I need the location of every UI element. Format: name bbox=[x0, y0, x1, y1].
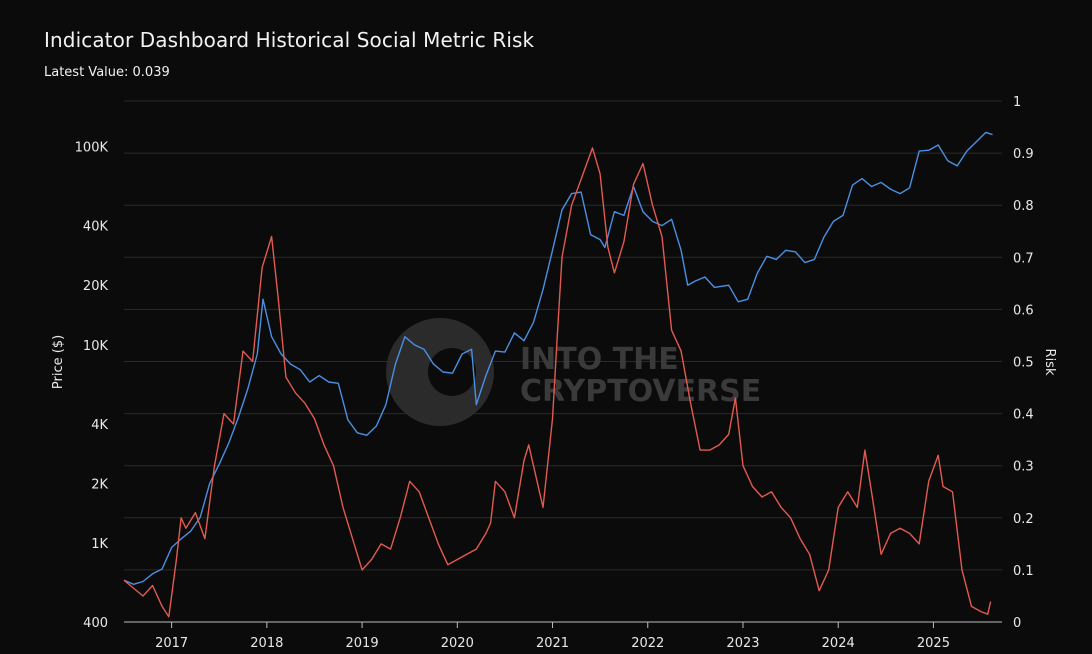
y-right-axis-title: Risk bbox=[1042, 349, 1057, 376]
left-axis-ticks: 400 1K 2K 4K 10K 20K 40K 100K bbox=[75, 141, 109, 631]
latest-value-label: Latest Value bbox=[44, 65, 125, 80]
y-right-tick-label: 0.9 bbox=[1013, 147, 1034, 162]
y-right-tick-label: 0.1 bbox=[1013, 564, 1034, 579]
chart-title: Indicator Dashboard Historical Social Me… bbox=[44, 28, 535, 52]
y-left-tick-label: 100K bbox=[75, 141, 109, 156]
series-group bbox=[123, 131, 993, 618]
y-right-tick-label: 0.8 bbox=[1013, 199, 1034, 214]
price-series-line bbox=[123, 131, 993, 585]
x-tick-label: 2025 bbox=[917, 636, 950, 651]
y-right-tick-label: 0.7 bbox=[1013, 251, 1034, 266]
risk-series-line bbox=[123, 147, 992, 618]
x-tick-label: 2017 bbox=[155, 636, 188, 651]
right-axis-ticks: 0 0.1 0.2 0.3 0.4 0.5 0.6 0.7 0.8 0.9 1 bbox=[1013, 95, 1034, 631]
grid-lines bbox=[124, 100, 1002, 571]
y-left-tick-label: 400 bbox=[83, 616, 108, 631]
x-tick-label: 2018 bbox=[250, 636, 283, 651]
latest-value-text: Latest Value: 0.039 bbox=[44, 65, 170, 80]
x-tick-label: 2020 bbox=[441, 636, 474, 651]
y-right-tick-label: 0.2 bbox=[1013, 512, 1034, 527]
y-left-axis-title: Price ($) bbox=[51, 335, 66, 389]
y-left-tick-label: 1K bbox=[91, 537, 108, 552]
watermark: INTO THE CRYPTOVERSE bbox=[386, 318, 761, 426]
y-right-tick-label: 0.5 bbox=[1013, 356, 1034, 371]
watermark-line2: CRYPTOVERSE bbox=[520, 374, 761, 409]
latest-value-number: 0.039 bbox=[132, 65, 170, 80]
y-right-tick-label: 0.4 bbox=[1013, 408, 1034, 423]
watermark-line1: INTO THE bbox=[520, 342, 679, 377]
x-tick-label: 2024 bbox=[822, 636, 855, 651]
x-axis-ticks: 2017 2018 2019 2020 2021 2022 2023 2024 2025 bbox=[155, 622, 950, 651]
x-tick-label: 2019 bbox=[346, 636, 379, 651]
watermark-logo-hole bbox=[428, 348, 476, 396]
x-tick-label: 2022 bbox=[631, 636, 664, 651]
x-tick-label: 2021 bbox=[536, 636, 569, 651]
y-right-tick-label: 0 bbox=[1013, 616, 1021, 631]
x-tick-label: 2023 bbox=[726, 636, 759, 651]
y-right-tick-label: 1 bbox=[1013, 95, 1021, 110]
y-right-tick-label: 0.6 bbox=[1013, 303, 1034, 318]
y-right-tick-label: 0.3 bbox=[1013, 460, 1034, 475]
y-left-tick-label: 20K bbox=[83, 279, 109, 294]
y-left-tick-label: 40K bbox=[83, 220, 109, 235]
y-left-tick-label: 10K bbox=[83, 339, 109, 354]
y-left-tick-label: 2K bbox=[91, 477, 108, 492]
y-left-tick-label: 4K bbox=[91, 418, 108, 433]
